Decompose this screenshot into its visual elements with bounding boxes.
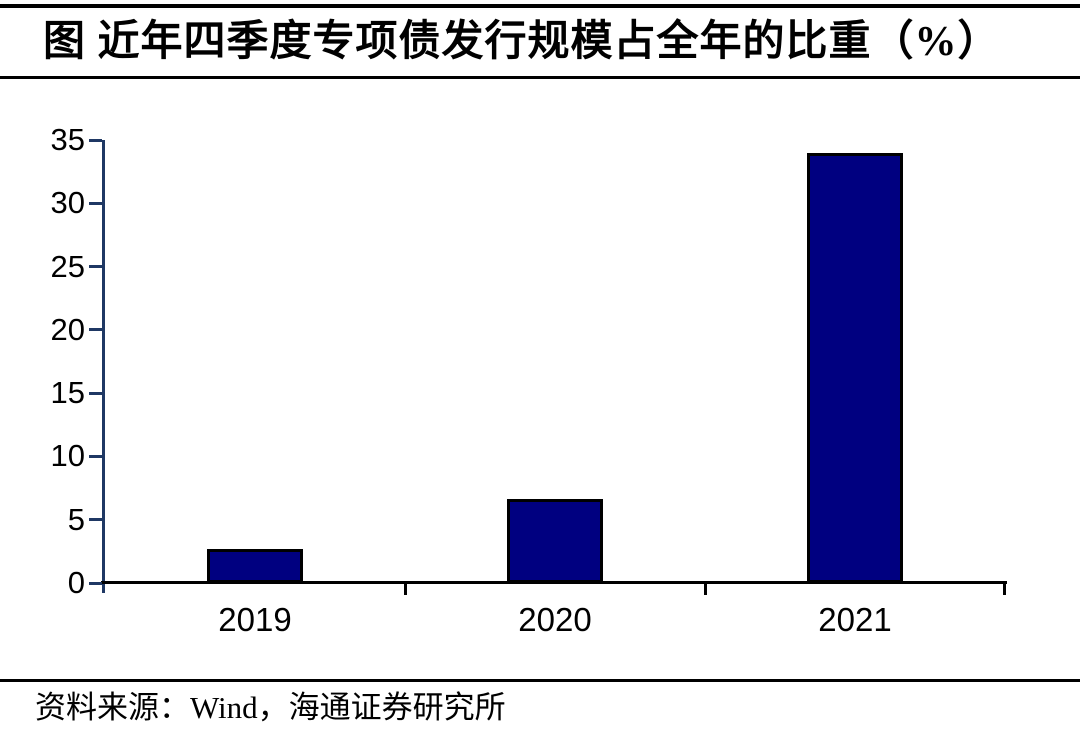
title-top-rule — [0, 4, 1080, 8]
y-tick-label: 0 — [67, 565, 85, 600]
y-axis-tick — [89, 518, 102, 522]
y-tick-label: 10 — [50, 438, 85, 474]
bar-2020 — [507, 499, 603, 583]
bar-2021 — [807, 152, 903, 583]
y-tick-label: 35 — [50, 122, 85, 157]
x-axis-tick — [703, 584, 707, 595]
y-axis-tick — [89, 391, 102, 395]
y-tick-label: 15 — [50, 375, 85, 411]
figure-title: 图 近年四季度专项债发行规模占全年的比重（%） — [43, 19, 1001, 65]
x-axis-tick — [1002, 584, 1006, 595]
y-axis-tick — [89, 454, 102, 458]
x-axis-tick — [403, 584, 407, 595]
y-axis-tick — [89, 265, 102, 269]
y-axis-tick — [89, 201, 102, 205]
source-note: 资料来源：Wind，海通证券研究所 — [35, 690, 506, 725]
y-axis-tick — [89, 138, 102, 142]
x-category-label: 2020 — [518, 601, 592, 638]
y-tick-label: 25 — [50, 248, 85, 284]
x-category-label: 2021 — [818, 601, 892, 638]
bar-2019 — [207, 548, 303, 583]
y-tick-label: 5 — [67, 501, 85, 537]
y-tick-label: 30 — [50, 185, 85, 221]
y-axis-tick — [89, 581, 102, 585]
x-category-label: 2019 — [218, 601, 292, 638]
title-bottom-rule — [0, 76, 1080, 79]
y-axis-line — [102, 140, 105, 593]
y-axis-tick — [89, 328, 102, 332]
y-tick-label: 20 — [50, 311, 85, 347]
footer-rule — [0, 679, 1080, 682]
